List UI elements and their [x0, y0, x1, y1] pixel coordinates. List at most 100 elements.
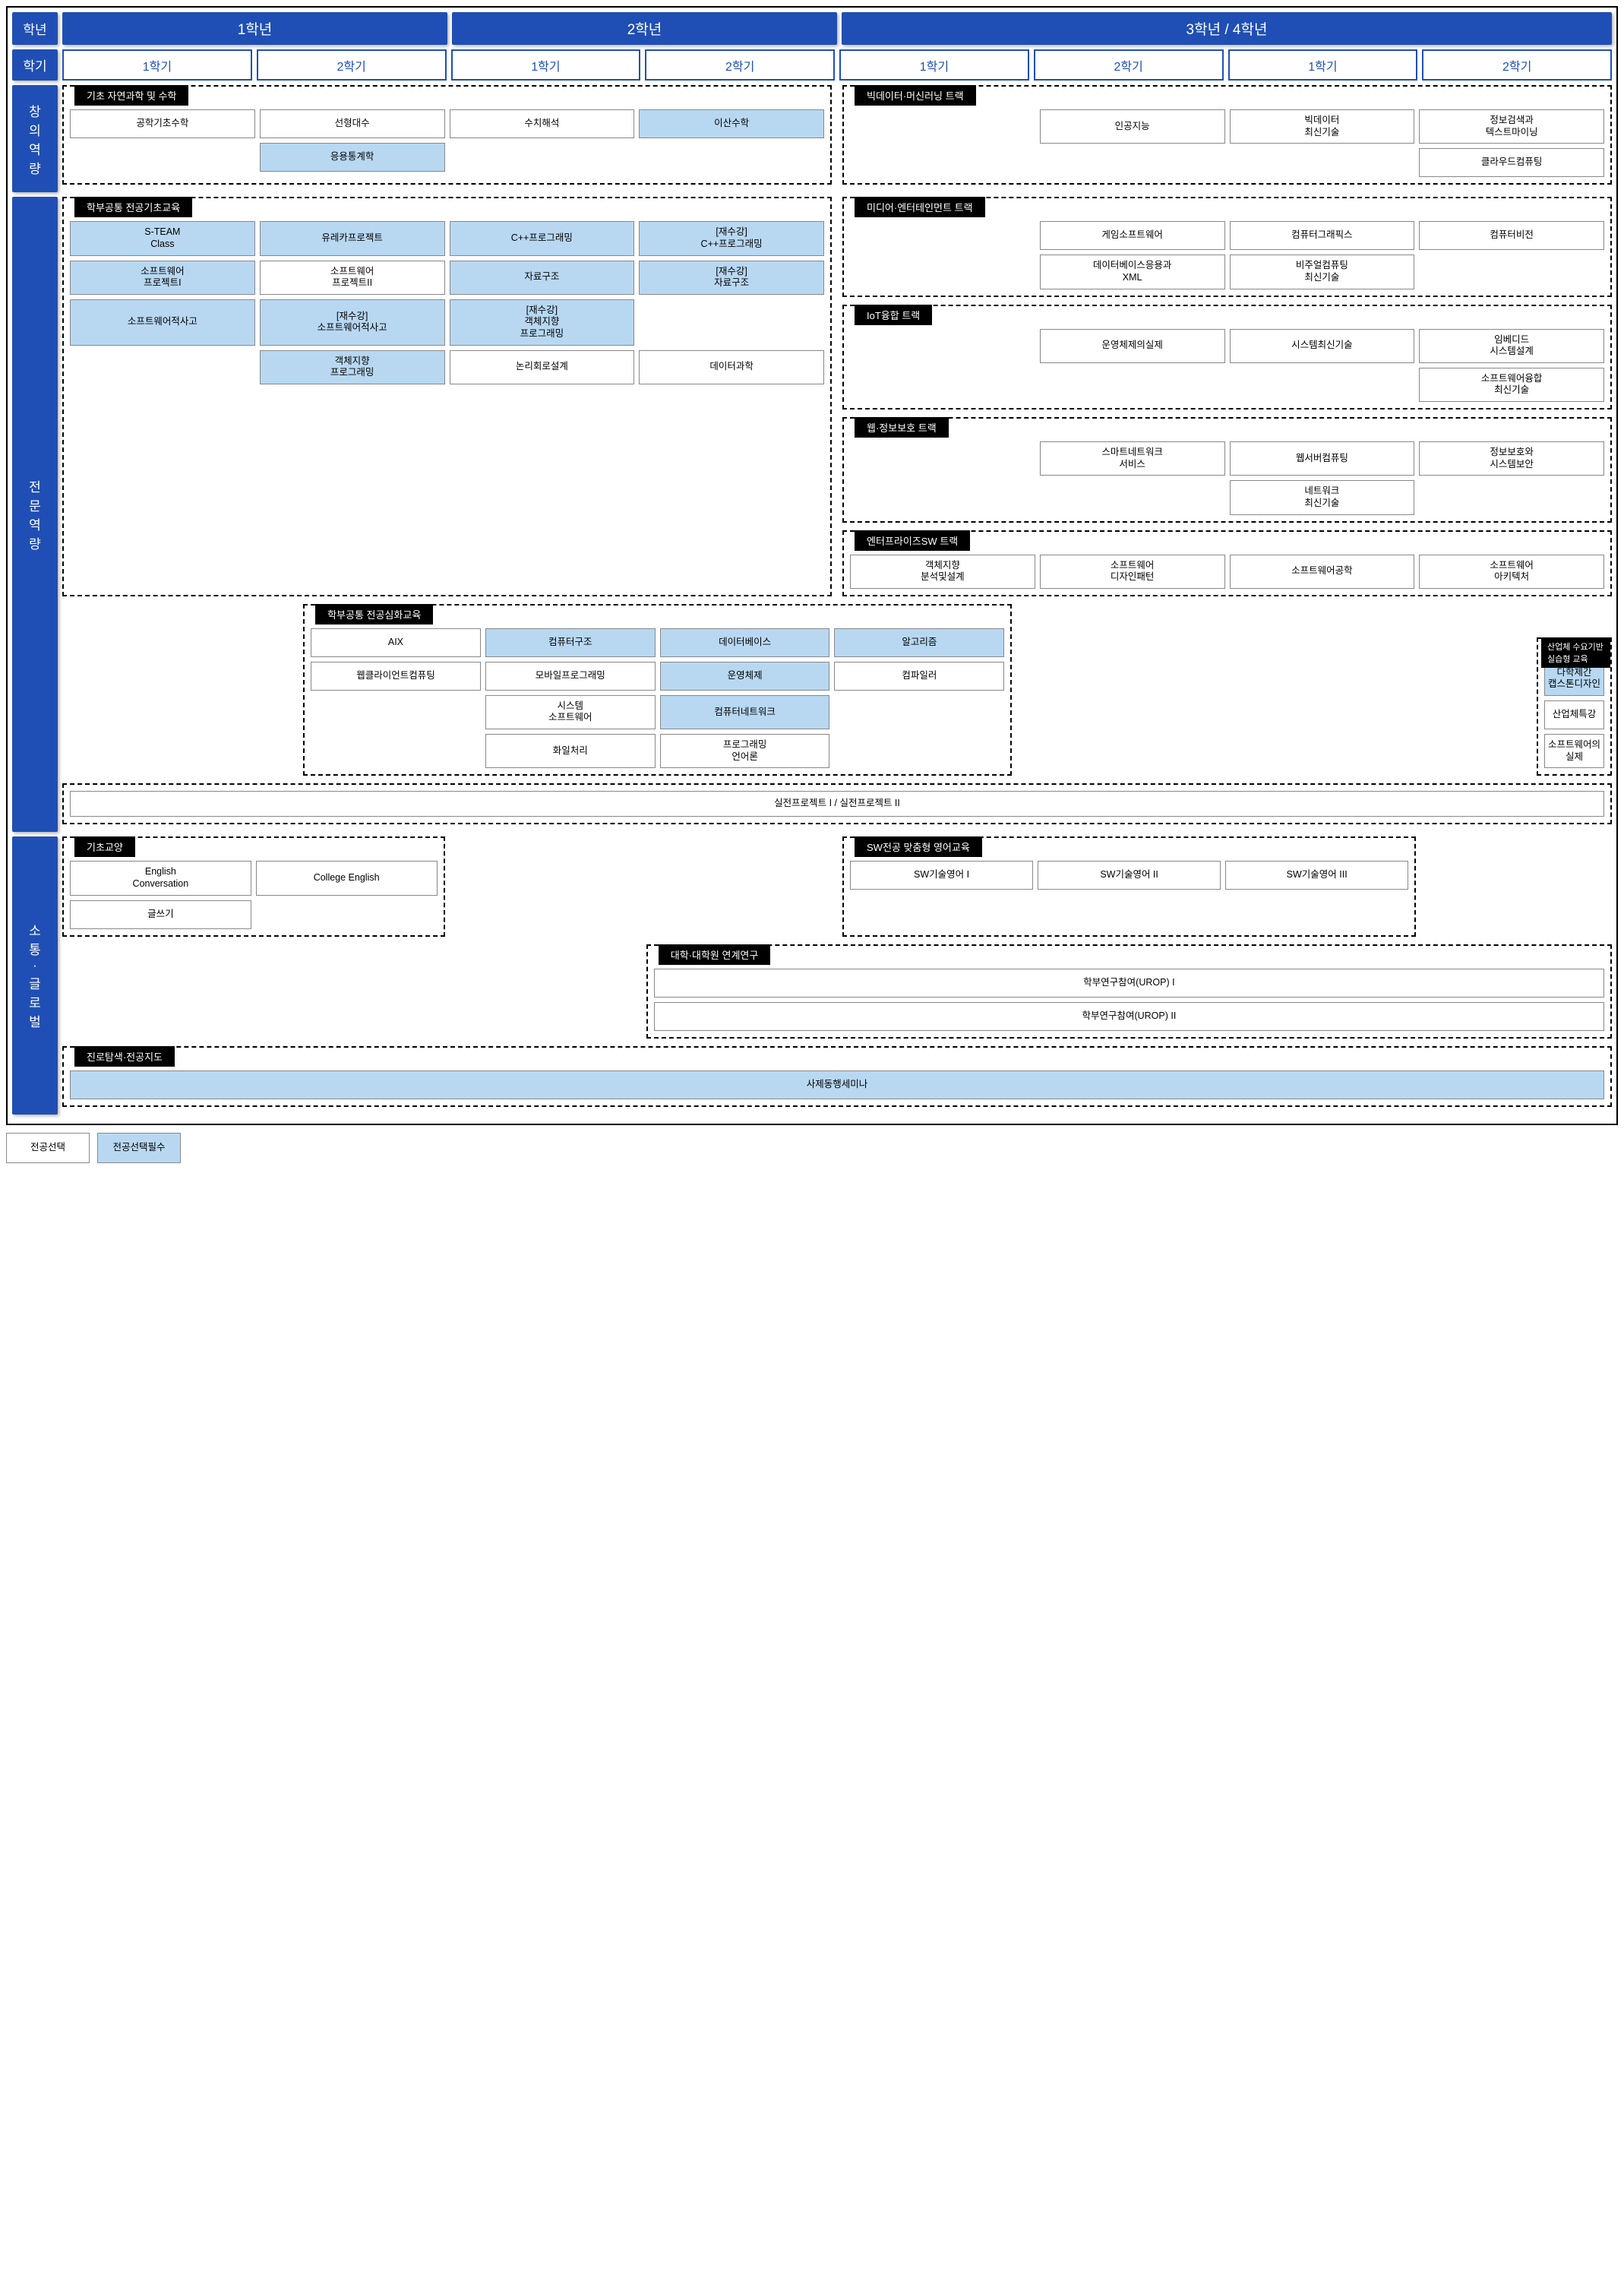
- course-box: 소프트웨어 프로젝트I: [70, 261, 255, 295]
- group-project: 실전프로젝트 I / 실전프로젝트 II: [62, 783, 1612, 824]
- course-box: 객체지향 분석및설계: [850, 555, 1035, 589]
- semester-7: 1학기: [1228, 49, 1418, 81]
- course-box: 빅데이터 최신기술: [1230, 109, 1415, 144]
- group-title: 학부공통 전공기초교육: [74, 197, 192, 217]
- course-box: 운영체제: [660, 662, 830, 691]
- course-box: 글쓰기: [70, 900, 251, 929]
- course-box: 데이터과학: [639, 350, 824, 384]
- semester-header-row: 학기 1학기2학기1학기2학기1학기2학기1학기2학기: [12, 49, 1612, 81]
- course-box: 소프트웨어적사고: [70, 299, 255, 346]
- course-seminar: 사제동행세미나: [70, 1070, 1604, 1099]
- course-box: 데이터베이스응용과 XML: [1040, 255, 1225, 289]
- course-box: 소프트웨어 디자인패턴: [1040, 555, 1225, 589]
- course-box: 스마트네트워크 서비스: [1040, 441, 1225, 476]
- course-box: 소프트웨어의 실제: [1544, 734, 1604, 768]
- course-box: 모바일프로그래밍: [485, 662, 656, 691]
- group-iot: IoT융합 트랙 운영체제의실제시스템최신기술임베디드 시스템설계소프트웨어융합…: [842, 305, 1612, 410]
- creative-section: 창 의 역 량 기초 자연과학 및 수학 공학기초수학선형대수수치해석이산수학응…: [12, 85, 1612, 192]
- semester-4: 2학기: [645, 49, 835, 81]
- course-urop1: 학부연구참여(UROP) I: [654, 969, 1604, 998]
- course-box: 산업체특강: [1544, 700, 1604, 729]
- course-box: 비주얼컴퓨팅 최신기술: [1230, 255, 1415, 289]
- course-box: 운영체제의실제: [1040, 329, 1225, 363]
- legend-elective: 전공선택: [6, 1133, 90, 1163]
- grade-34: 3학년 / 4학년: [842, 12, 1612, 45]
- semester-5: 1학기: [839, 49, 1029, 81]
- course-box: SW기술영어 III: [1225, 861, 1408, 890]
- group-bigdata: 빅데이터·머신러닝 트랙 인공지능빅데이터 최신기술정보검색과 텍스트마이닝클라…: [842, 85, 1612, 185]
- course-box: 소프트웨어공학: [1230, 555, 1415, 589]
- grade-label: 학년: [12, 12, 58, 45]
- course-box: 응용통계학: [260, 143, 445, 172]
- course-box: 컴파일러: [834, 662, 1004, 691]
- course-box: 데이터베이스: [660, 628, 830, 657]
- group-title: 미디어·엔터테인먼트 트랙: [855, 197, 985, 217]
- course-box: 시스템최신기술: [1230, 329, 1415, 363]
- group-industry: 산업체 수요기반 실습형 교육 다학제간 캡스톤디자인산업체특강소프트웨어의 실…: [1537, 637, 1612, 776]
- semester-2: 2학기: [257, 49, 447, 81]
- group-title: 엔터프라이즈SW 트랙: [855, 530, 970, 551]
- course-box: 시스템 소프트웨어: [485, 695, 656, 729]
- group-title: 진로탐색·전공지도: [74, 1046, 175, 1067]
- course-box: C++프로그래밍: [450, 221, 635, 255]
- group-enterprise: 엔터프라이즈SW 트랙 객체지향 분석및설계소프트웨어 디자인패턴소프트웨어공학…: [842, 530, 1612, 596]
- course-box: [재수강] 소프트웨어적사고: [260, 299, 445, 346]
- course-box: 선형대수: [260, 109, 445, 138]
- course-box: 프로그래밍 언어론: [660, 734, 830, 768]
- global-section: 소 통 · 글 로 벌 기초교양 English ConversationCol…: [12, 836, 1612, 1114]
- group-web: 웹·정보보호 트랙 스마트네트워크 서비스웹서버컴퓨팅정보보호와 시스템보안네트…: [842, 417, 1612, 523]
- course-box: College English: [256, 861, 438, 895]
- group-grad: 대학·대학원 연계연구 학부연구참여(UROP) I 학부연구참여(UROP) …: [646, 944, 1612, 1039]
- course-box: 컴퓨터비전: [1419, 221, 1604, 250]
- group-dept-adv: 학부공통 전공심화교육 AIX컴퓨터구조데이터베이스알고리즘웹클라이언트컴퓨팅모…: [303, 604, 1012, 776]
- course-box: 컴퓨터구조: [485, 628, 656, 657]
- course-box: English Conversation: [70, 861, 251, 895]
- pro-label: 전 문 역 량: [12, 197, 58, 832]
- pro-section: 전 문 역 량 학부공통 전공기초교육 S-TEAM Class유레카프로젝트C…: [12, 197, 1612, 832]
- group-title: IoT융합 트랙: [855, 305, 932, 325]
- group-title: SW전공 맞춤형 영어교육: [855, 836, 982, 857]
- group-career: 진로탐색·전공지도 사제동행세미나: [62, 1046, 1612, 1107]
- creative-label: 창 의 역 량: [12, 85, 58, 192]
- global-label: 소 통 · 글 로 벌: [12, 836, 58, 1114]
- group-sw-eng: SW전공 맞춤형 영어교육 SW기술영어 ISW기술영어 IISW기술영어 II…: [842, 836, 1416, 936]
- course-box: 웹클라이언트컴퓨팅: [311, 662, 481, 691]
- course-box: SW기술영어 I: [850, 861, 1033, 890]
- grade-header-row: 학년 1학년 2학년 3학년 / 4학년: [12, 12, 1612, 45]
- group-dept-basic: 학부공통 전공기초교육 S-TEAM Class유레카프로젝트C++프로그래밍[…: [62, 197, 832, 596]
- course-box: 게임소프트웨어: [1040, 221, 1225, 250]
- course-box: 소프트웨어 아키텍처: [1419, 555, 1604, 589]
- course-box: 유레카프로젝트: [260, 221, 445, 255]
- group-title: 산업체 수요기반 실습형 교육: [1541, 637, 1610, 668]
- group-title: 기초교양: [74, 836, 135, 857]
- group-title: 학부공통 전공심화교육: [315, 604, 433, 625]
- group-media: 미디어·엔터테인먼트 트랙 게임소프트웨어컴퓨터그래픽스컴퓨터비전데이터베이스응…: [842, 197, 1612, 296]
- course-box: 소프트웨어융합 최신기술: [1419, 368, 1604, 402]
- course-box: 알고리즘: [834, 628, 1004, 657]
- course-box: 화일처리: [485, 734, 656, 768]
- course-box: 수치해석: [450, 109, 635, 138]
- course-box: 컴퓨터그래픽스: [1230, 221, 1415, 250]
- group-title: 웹·정보보호 트랙: [855, 417, 949, 438]
- course-urop2: 학부연구참여(UROP) II: [654, 1002, 1604, 1031]
- legend: 전공선택 전공선택필수: [6, 1133, 1618, 1163]
- course-box: [재수강] C++프로그래밍: [639, 221, 824, 255]
- course-box: 웹서버컴퓨팅: [1230, 441, 1415, 476]
- group-title: 대학·대학원 연계연구: [659, 944, 771, 965]
- course-box: AIX: [311, 628, 481, 657]
- group-title: 기초 자연과학 및 수학: [74, 85, 188, 106]
- semester-3: 1학기: [451, 49, 641, 81]
- group-basic-sci: 기초 자연과학 및 수학 공학기초수학선형대수수치해석이산수학응용통계학: [62, 85, 832, 185]
- course-box: [재수강] 객체지향 프로그래밍: [450, 299, 635, 346]
- curriculum-diagram: 학년 1학년 2학년 3학년 / 4학년 학기 1학기2학기1학기2학기1학기2…: [6, 6, 1618, 1125]
- semester-6: 2학기: [1034, 49, 1224, 81]
- course-box: 정보보호와 시스템보안: [1419, 441, 1604, 476]
- course-box: 인공지능: [1040, 109, 1225, 144]
- semester-1: 1학기: [62, 49, 252, 81]
- course-project: 실전프로젝트 I / 실전프로젝트 II: [70, 791, 1604, 817]
- course-box: 임베디드 시스템설계: [1419, 329, 1604, 363]
- course-box: 공학기초수학: [70, 109, 255, 138]
- course-box: S-TEAM Class: [70, 221, 255, 255]
- course-box: 컴퓨터네트워크: [660, 695, 830, 729]
- group-title: 빅데이터·머신러닝 트랙: [855, 85, 976, 106]
